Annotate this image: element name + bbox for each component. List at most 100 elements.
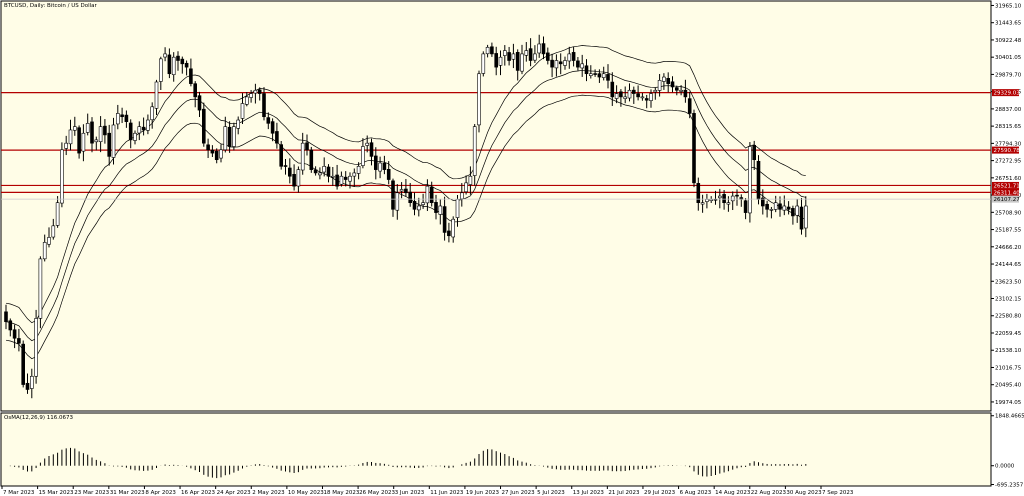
candle <box>369 138 374 166</box>
candle-body <box>146 119 150 131</box>
candle <box>206 138 210 159</box>
price-tick-label: 21538.10 <box>995 348 1022 354</box>
candle <box>257 87 262 101</box>
price-tick-label: 28837.00 <box>995 107 1022 113</box>
level-price-badge-label: 27590.78 <box>994 148 1021 154</box>
candle-body <box>687 98 692 114</box>
candle <box>249 89 253 103</box>
candle-body <box>154 81 159 109</box>
candle-body <box>232 126 236 147</box>
candle <box>373 147 378 180</box>
candle <box>795 199 800 223</box>
candle <box>232 122 236 151</box>
candle <box>614 85 619 104</box>
candle-body <box>520 53 524 72</box>
candle-body <box>554 60 559 69</box>
candle <box>631 86 636 104</box>
candle <box>262 87 266 121</box>
candle <box>219 144 223 163</box>
candle <box>64 135 68 156</box>
candle <box>593 69 597 77</box>
candle <box>313 166 318 176</box>
candle-body <box>735 194 739 197</box>
osma-title: OsMA(12,26,9) 116.0673 <box>4 415 73 421</box>
candle-body <box>782 205 787 211</box>
date-axis: 7 Mar 2023 15 Mar 2023 23 Mar 2023 31 Mar 2… <box>1 486 854 496</box>
candle <box>752 140 757 171</box>
candle <box>60 142 64 208</box>
candle-body <box>326 166 331 177</box>
candle <box>425 179 430 212</box>
level-price-badge <box>992 188 1019 196</box>
candle <box>408 182 413 207</box>
current-price-badge <box>992 195 1019 203</box>
candle <box>580 54 585 77</box>
osma-plot-area[interactable] <box>0 412 992 487</box>
candle <box>305 134 309 156</box>
candle <box>524 42 529 62</box>
candle <box>756 155 761 205</box>
candle <box>765 200 769 218</box>
candle <box>670 76 675 93</box>
date-tick-label: 5 Jul 2023 <box>537 490 565 496</box>
price-tick-label: 26751.60 <box>995 176 1022 182</box>
level-price-badge-label: 29329.03 <box>994 91 1021 97</box>
candle <box>769 206 774 219</box>
candle-body <box>576 60 580 68</box>
candle-body <box>438 205 443 215</box>
candle-body <box>752 144 757 161</box>
candle-body <box>356 166 361 174</box>
candle <box>597 69 602 83</box>
candle-body <box>567 53 572 62</box>
candle-body <box>176 55 180 61</box>
date-tick-label: 11 Jun 2023 <box>430 490 464 496</box>
candle-body <box>47 237 51 245</box>
candle-body <box>262 93 266 118</box>
candle-body <box>90 121 94 144</box>
candle-body <box>240 103 245 119</box>
date-tick-label: 7 Sep 2023 <box>822 490 854 496</box>
candle-body <box>270 121 275 134</box>
price-tick-label: 30401.05 <box>995 55 1022 61</box>
candle-body <box>159 58 163 82</box>
current-price-badge-label: 26107.27 <box>994 197 1021 203</box>
candle <box>610 72 615 106</box>
candle <box>666 72 671 93</box>
candle <box>511 43 516 69</box>
candle-body <box>571 52 576 61</box>
candle <box>537 34 542 58</box>
date-tick-label: 19 Jun 2023 <box>466 490 500 496</box>
price-tick-label: 27794.30 <box>995 141 1022 147</box>
candle-body <box>94 139 99 143</box>
candle <box>760 189 765 215</box>
candle-body <box>335 174 339 187</box>
candle <box>799 198 804 235</box>
candle <box>223 116 228 153</box>
candle <box>382 155 387 175</box>
candle-body <box>275 131 279 144</box>
candle <box>485 44 490 58</box>
candle-body <box>786 206 791 210</box>
price-tick-label: 23102.15 <box>995 297 1022 303</box>
candle-body <box>73 126 77 131</box>
candle <box>38 256 43 329</box>
candle-body <box>133 132 137 141</box>
candle <box>464 175 468 195</box>
candle <box>55 196 60 228</box>
candle-body <box>580 63 585 69</box>
candle <box>146 114 150 135</box>
candle-body <box>533 53 537 61</box>
price-axis: 31965.10 31443.65 30922.48 30401.05 29879.70… <box>1 3 1022 406</box>
candles <box>4 34 808 399</box>
candle-body <box>528 48 533 61</box>
candle-body <box>468 175 473 185</box>
osma-axis: 1848.4665 0.0000 -695.2357 <box>991 414 1024 489</box>
osma-histogram <box>9 447 807 479</box>
candle <box>481 51 486 77</box>
candle <box>606 64 610 89</box>
candle-body <box>189 68 193 84</box>
candle <box>395 184 400 220</box>
candle <box>34 309 38 384</box>
